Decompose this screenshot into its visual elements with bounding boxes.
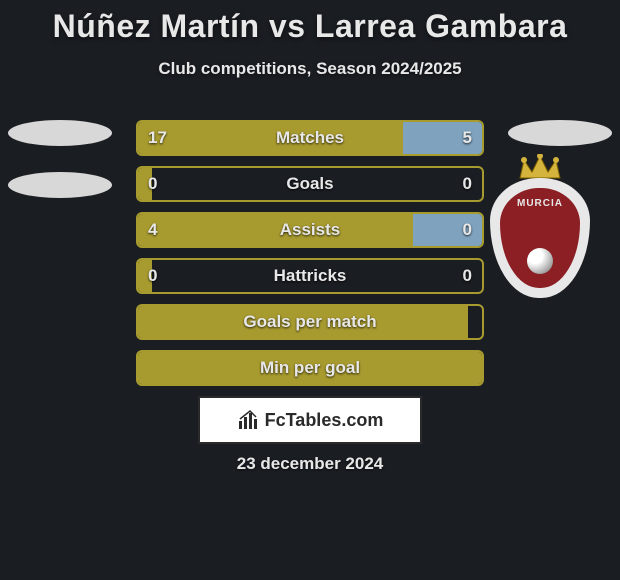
bar-fill-left: [138, 122, 403, 154]
stat-right-value: 0: [463, 168, 472, 200]
bar-fill-left: [138, 306, 468, 338]
stat-right-value: 0: [463, 260, 472, 292]
stat-right-value: 0: [463, 214, 472, 246]
stat-left-value: 4: [148, 214, 157, 246]
date-text: 23 december 2024: [0, 454, 620, 474]
left-team-badges: [8, 120, 112, 224]
stat-left-value: 17: [148, 122, 167, 154]
team-badge-placeholder: [8, 120, 112, 146]
stat-bar-min-per-goal: Min per goal: [136, 350, 484, 386]
stats-bars: 17 Matches 5 0 Goals 0 4 Assists 0 0 Hat…: [136, 120, 484, 396]
crown-icon: [516, 154, 564, 180]
club-crest: MURCIA: [490, 178, 590, 328]
stat-bar-assists: 4 Assists 0: [136, 212, 484, 248]
bar-fill-left: [138, 352, 482, 384]
ball-icon: [527, 248, 553, 274]
subtitle: Club competitions, Season 2024/2025: [0, 59, 620, 79]
stat-right-value: 5: [463, 122, 472, 154]
stat-bar-goals-per-match: Goals per match: [136, 304, 484, 340]
stat-bar-hattricks: 0 Hattricks 0: [136, 258, 484, 294]
stat-label: Goals: [138, 168, 482, 200]
stat-label: Hattricks: [138, 260, 482, 292]
branding-box: FcTables.com: [198, 396, 422, 444]
stat-left-value: 0: [148, 168, 157, 200]
stat-bar-goals: 0 Goals 0: [136, 166, 484, 202]
stat-bar-matches: 17 Matches 5: [136, 120, 484, 156]
shield-inner: MURCIA: [500, 188, 580, 288]
team-badge-placeholder: [8, 172, 112, 198]
bar-fill-left: [138, 214, 413, 246]
stat-left-value: 0: [148, 260, 157, 292]
shield-outer: MURCIA: [490, 178, 590, 298]
page-title: Núñez Martín vs Larrea Gambara: [0, 0, 620, 45]
branding-text: FcTables.com: [265, 410, 384, 431]
team-badge-placeholder: [508, 120, 612, 146]
branding-chart-icon: [237, 409, 259, 431]
crest-text: MURCIA: [517, 198, 563, 209]
